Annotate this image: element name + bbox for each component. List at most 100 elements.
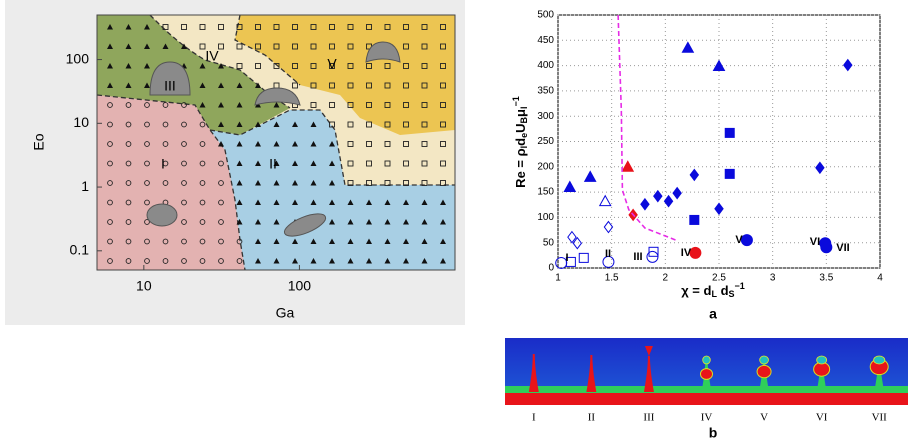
sim-marker — [384, 160, 391, 167]
sim-marker — [162, 43, 169, 49]
sim-marker — [347, 199, 354, 205]
y-tick-label: 0 — [548, 263, 554, 274]
sim-marker — [107, 63, 113, 69]
sim-marker — [236, 82, 243, 88]
sim-marker — [366, 24, 372, 30]
sim-marker — [403, 24, 409, 30]
sim-marker — [366, 199, 372, 205]
sim-marker — [255, 160, 261, 166]
sim-marker — [440, 141, 446, 147]
image-label: VII — [872, 412, 888, 424]
sim-marker — [199, 180, 206, 186]
sim-marker — [273, 24, 280, 30]
sim-marker — [255, 258, 261, 264]
boundary — [96, 94, 246, 271]
sim-marker — [218, 82, 224, 88]
point-label: V — [735, 234, 743, 246]
sim-marker — [181, 238, 187, 245]
drop — [700, 368, 713, 380]
sim-marker — [125, 219, 132, 225]
sim-marker — [310, 180, 317, 186]
sim-marker — [218, 43, 224, 50]
sim-marker — [384, 219, 391, 225]
sim-marker — [125, 43, 132, 49]
sim-marker — [421, 258, 428, 264]
sim-marker — [162, 258, 169, 264]
sim-marker — [421, 219, 428, 225]
sim-marker — [273, 63, 280, 69]
trend-line — [617, 14, 677, 241]
bubble — [283, 213, 327, 237]
sim-marker — [366, 219, 372, 225]
sim-marker — [255, 199, 261, 205]
sim-marker — [199, 24, 206, 30]
sim-marker — [384, 141, 391, 147]
data-point — [646, 250, 659, 263]
y-tick-label: 400 — [537, 60, 554, 71]
sim-marker — [329, 43, 335, 50]
sim-marker — [384, 121, 391, 128]
sim-marker — [421, 160, 428, 167]
sim-marker — [273, 238, 280, 244]
sim-marker — [347, 43, 354, 50]
y-tick-label: 1 — [81, 178, 89, 194]
sim-marker — [255, 219, 261, 225]
sim-marker — [181, 199, 187, 206]
sim-marker — [255, 82, 261, 88]
sim-marker — [329, 238, 335, 244]
sim-marker — [440, 258, 446, 264]
sim-marker — [421, 24, 428, 30]
data-point — [640, 197, 650, 211]
x-tick-label: 3.5 — [819, 273, 833, 284]
sim-marker — [199, 238, 206, 245]
sim-marker — [199, 141, 206, 147]
point-label: VII — [836, 242, 849, 254]
x-axis-label: Ga — [276, 305, 295, 321]
image-label: I — [532, 412, 536, 424]
sim-marker — [218, 199, 224, 206]
sim-marker — [310, 199, 317, 205]
data-point — [563, 180, 577, 192]
sim-marker — [347, 238, 354, 244]
sim-marker — [199, 219, 206, 225]
sim-marker — [403, 199, 409, 205]
sim-marker — [236, 238, 243, 245]
sim-marker — [292, 258, 298, 264]
label-part: Re = ρ — [513, 148, 528, 187]
point-label: III — [633, 251, 642, 263]
region-label: V — [327, 56, 337, 72]
sim-marker — [255, 238, 261, 244]
boundary — [149, 14, 291, 109]
column — [874, 360, 885, 392]
sim-marker — [162, 160, 169, 167]
sim-marker — [144, 82, 150, 88]
bubble — [365, 41, 401, 63]
sim-marker — [310, 160, 317, 166]
sim-marker — [162, 102, 169, 108]
data-point — [621, 160, 635, 172]
sim-marker — [107, 24, 113, 30]
sim-marker — [421, 82, 428, 89]
y-tick-label: 50 — [543, 237, 555, 248]
sim-marker — [329, 121, 335, 128]
sim-marker — [181, 43, 187, 49]
sim-marker — [347, 160, 354, 167]
sim-marker — [292, 121, 298, 127]
sim-marker — [329, 199, 335, 205]
sim-marker — [366, 121, 372, 128]
sim-marker — [181, 160, 187, 167]
sim-marker — [366, 141, 372, 147]
sim-marker — [107, 258, 113, 264]
sim-marker — [347, 24, 354, 30]
sim-marker — [440, 121, 446, 128]
sim-marker — [421, 102, 428, 108]
region-v — [235, 15, 455, 135]
sim-marker — [199, 102, 206, 108]
sim-marker — [329, 219, 335, 225]
data-point — [724, 127, 735, 138]
sim-marker — [366, 82, 372, 89]
sim-marker — [329, 24, 335, 30]
y-tick-label: 100 — [66, 50, 90, 66]
sim-marker — [292, 82, 298, 89]
sim-marker — [292, 160, 298, 166]
